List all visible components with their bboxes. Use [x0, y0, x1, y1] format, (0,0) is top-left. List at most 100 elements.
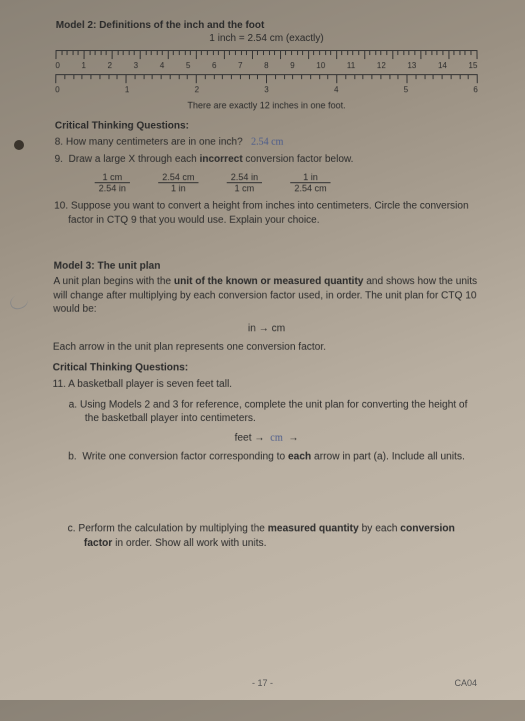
- ruler-tick: [403, 51, 404, 55]
- ruler-tick: [179, 51, 180, 55]
- ruler-tick: [196, 75, 197, 83]
- ruler-tick: [389, 75, 390, 79]
- ruler-tick: [291, 51, 292, 55]
- ruler-tick: [218, 51, 219, 55]
- ruler-label: 3: [264, 85, 268, 94]
- unit-plan-example: in → cm: [53, 323, 480, 334]
- ruler-tick: [241, 51, 242, 55]
- ruler-tick: [168, 51, 169, 59]
- worksheet-page: Model 2: Definitions of the inch and the…: [0, 0, 525, 721]
- ruler-tick: [437, 51, 438, 55]
- ruler-label: 12: [377, 61, 386, 70]
- model3-body-b: unit of the known or measured quantity: [174, 276, 364, 287]
- ruler-tick: [301, 75, 302, 79]
- ruler-label: 15: [468, 61, 477, 70]
- question-11: 11. A basketball player is seven feet ta…: [52, 378, 480, 392]
- ruler-tick: [61, 51, 62, 55]
- ruler-tick: [347, 51, 348, 55]
- ruler-label: 5: [186, 61, 190, 70]
- ruler-tick: [187, 75, 188, 79]
- ruler-tick: [386, 51, 387, 55]
- ruler-tick: [431, 51, 432, 55]
- ruler-tick: [205, 75, 206, 79]
- ruler-tick: [406, 75, 407, 83]
- ruler-tick: [313, 51, 314, 55]
- ruler-tick: [117, 75, 118, 79]
- ruler-tick: [162, 51, 163, 55]
- ruler-tick: [470, 51, 471, 55]
- ruler-tick: [143, 75, 144, 79]
- model2-heading: Model 2: Definitions of the inch and the…: [56, 20, 478, 31]
- ruler-tick: [248, 75, 249, 79]
- ruler-tick: [108, 75, 109, 79]
- q11c-c: by each: [359, 523, 401, 534]
- conversion-factor: 2.54 cm1 in: [158, 172, 198, 193]
- q11c-a: c. Perform the calculation by multiplyin…: [68, 523, 268, 534]
- ruler-label: 0: [55, 85, 60, 94]
- ruler-caption: There are exactly 12 inches in one foot.: [55, 100, 478, 110]
- ruler-tick: [55, 75, 56, 83]
- ruler-tick: [285, 51, 286, 55]
- ruler-tick: [117, 51, 118, 55]
- ruler-tick: [341, 51, 342, 55]
- ruler-tick: [128, 51, 129, 55]
- question-8-answer: 2.54 cm: [251, 137, 283, 148]
- ruler-label: 4: [334, 85, 338, 94]
- ruler-tick: [448, 51, 449, 59]
- ruler-tick: [64, 75, 65, 79]
- ruler-tick: [358, 51, 359, 55]
- ruler-label: 8: [264, 61, 268, 70]
- ruler-tick: [246, 51, 247, 55]
- q11b-b: each: [288, 451, 311, 462]
- ruler-tick: [310, 75, 311, 79]
- ruler-tick: [178, 75, 179, 79]
- ruler-tick: [95, 51, 96, 55]
- ruler-tick: [450, 75, 451, 79]
- ruler-label: 5: [404, 85, 409, 94]
- question-11a: a. Using Models 2 and 3 for reference, c…: [68, 398, 481, 426]
- ruler-tick: [55, 51, 56, 59]
- ruler-tick: [257, 75, 258, 79]
- question-10: 10. Suppose you want to convert a height…: [54, 199, 479, 226]
- ruler-tick: [156, 51, 157, 55]
- ruler-label: 7: [238, 61, 242, 70]
- ruler-label: 9: [290, 61, 294, 70]
- ruler-tick: [274, 51, 275, 55]
- fraction-denominator: 1 in: [158, 183, 198, 193]
- ruler-diagram: 0123456789101112131415 0123456: [55, 50, 478, 96]
- plan-arrow2: →: [288, 432, 298, 443]
- ruler-tick: [213, 51, 214, 55]
- ruler-tick: [336, 75, 337, 83]
- ruler-tick: [78, 51, 79, 55]
- ruler-tick: [414, 51, 415, 55]
- ruler-tick: [252, 51, 253, 59]
- ruler-tick: [302, 51, 303, 55]
- question-9-a: 9. Draw a large X through each: [55, 153, 200, 164]
- ruler-tick: [415, 75, 416, 79]
- ruler-tick: [345, 75, 346, 79]
- model3-note: Each arrow in the unit plan represents o…: [53, 340, 481, 354]
- ruler-tick: [263, 51, 264, 55]
- ruler-tick: [442, 51, 443, 55]
- fraction-numerator: 1 cm: [95, 172, 130, 183]
- ruler-tick: [169, 75, 170, 79]
- ruler-tick: [280, 51, 281, 59]
- ruler-tick: [235, 51, 236, 55]
- ruler-tick: [84, 51, 85, 59]
- ruler-label: 1: [81, 61, 86, 70]
- ruler-tick: [409, 51, 410, 55]
- ruler-tick: [364, 51, 365, 59]
- ruler-tick: [297, 51, 298, 55]
- conversion-factors-row: 1 cm2.54 in2.54 cm1 in2.54 in1 cm1 in2.5…: [95, 172, 479, 193]
- model2-definition: 1 inch = 2.54 cm (exactly): [56, 33, 478, 44]
- ruler-tick: [424, 75, 425, 79]
- ruler-tick: [152, 75, 153, 79]
- ruler-tick: [207, 51, 208, 55]
- ruler-label: 2: [108, 61, 113, 70]
- question-8: 8. How many centimeters are in one inch?…: [55, 136, 479, 150]
- ruler-tick: [161, 75, 162, 79]
- ruler-tick: [123, 51, 124, 55]
- page-code: CA04: [454, 678, 477, 688]
- ruler-tick: [99, 75, 100, 79]
- ruler-tick: [325, 51, 326, 55]
